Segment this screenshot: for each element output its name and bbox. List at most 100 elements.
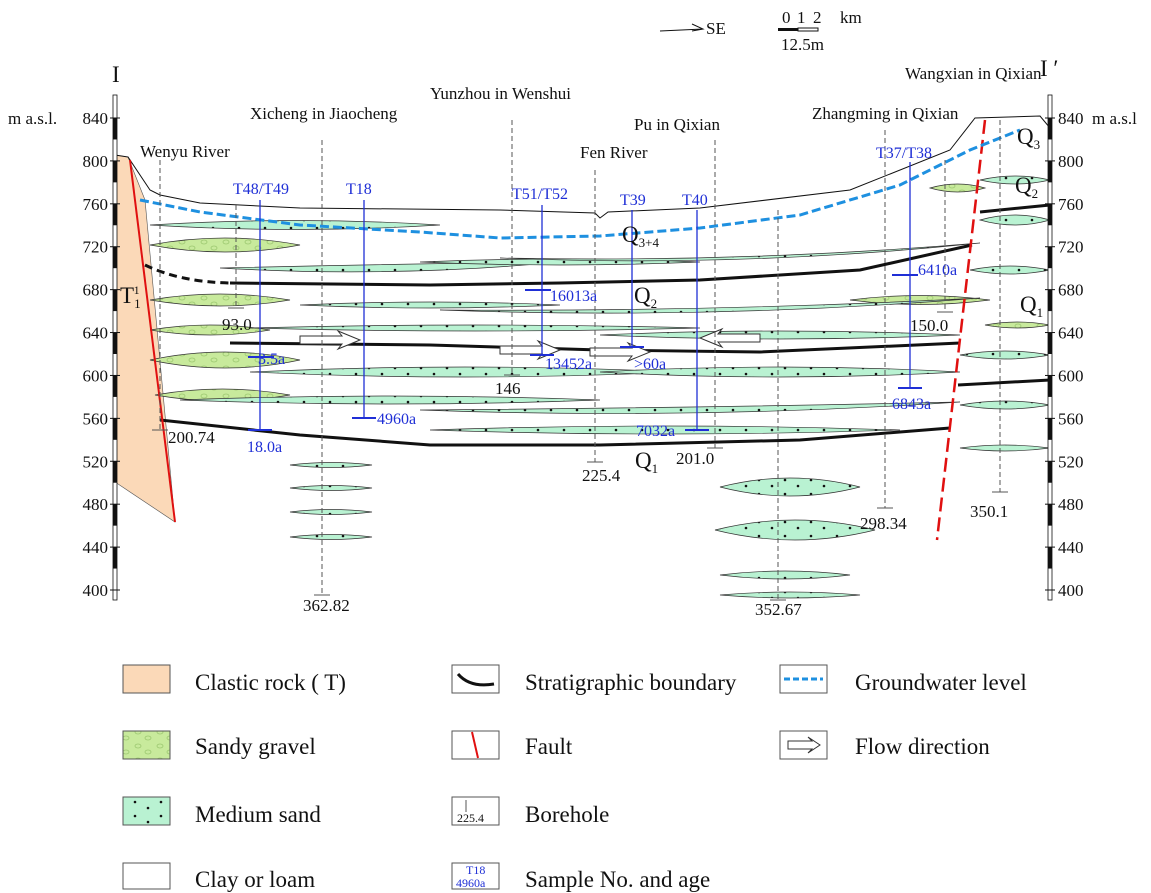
tick-label: 680 — [83, 281, 109, 300]
section-start: I — [112, 62, 120, 87]
axis-segment — [113, 333, 117, 354]
medium-sand — [980, 215, 1050, 225]
sandy-gravel — [150, 325, 270, 335]
scale-vertical: 12.5m — [781, 35, 824, 54]
axis-segment — [113, 118, 117, 139]
tick-label: 720 — [1058, 238, 1084, 257]
tick-label: 800 — [83, 152, 109, 171]
legend-icon-text: T18 — [466, 863, 485, 877]
axis-label: m a.s.l. — [8, 109, 57, 128]
sample: T18 — [346, 181, 372, 198]
stratum-sub: 3 — [1034, 137, 1041, 152]
sandy-gravel — [150, 238, 300, 252]
tick-label: 640 — [83, 324, 109, 343]
medium-sand — [960, 401, 1050, 409]
age: 4960a — [377, 411, 416, 428]
age: 16013a — [550, 288, 597, 305]
medium-sand — [960, 445, 1050, 451]
stratum-sub: 1 — [134, 296, 141, 311]
tick-label: 600 — [83, 366, 109, 385]
place: Yunzhou in Wenshui — [430, 84, 571, 103]
legend-label: Medium sand — [195, 802, 321, 827]
stratum-label: Q1 — [1020, 292, 1043, 320]
tick-label: 640 — [1058, 324, 1084, 343]
place: Wenyu River — [140, 142, 230, 161]
stratum-sub: 1 — [652, 461, 659, 476]
stratum-sub: 3+4 — [639, 235, 660, 250]
place: Zhangming in Qixian — [812, 104, 959, 123]
stratum-label: T11 — [120, 283, 141, 311]
stratum-symbol: Q — [1020, 292, 1037, 317]
axis-segment — [1048, 461, 1052, 482]
scale-bar — [798, 28, 818, 31]
axis-segment — [1048, 247, 1052, 268]
legend-label: Stratigraphic boundary — [525, 670, 737, 695]
boundary — [980, 205, 1050, 212]
axes: 8408007607206806406005605204804404008408… — [83, 95, 1084, 600]
tick-label: 480 — [1058, 495, 1084, 514]
age: 6410a — [918, 262, 957, 279]
borehole-depth: 150.0 — [910, 316, 948, 335]
place: Fen River — [580, 143, 648, 162]
section-end: I ′ — [1040, 56, 1058, 81]
legend-icon-text: 4960a — [456, 876, 486, 890]
legend-swatch — [123, 863, 170, 889]
stratum-sub: 2 — [651, 296, 658, 311]
axis-segment — [113, 547, 117, 568]
legend-swatch — [123, 731, 170, 759]
medium-sand — [720, 571, 850, 579]
axis-segment — [1048, 204, 1052, 225]
legend-label: Flow direction — [855, 734, 990, 759]
legend-icon-text: 225.4 — [457, 811, 484, 825]
place: Wangxian in Qixian — [905, 64, 1042, 83]
tick-label: 520 — [1058, 452, 1084, 471]
legend-label: Clastic rock ( T) — [195, 670, 346, 695]
legend-label: Sandy gravel — [195, 734, 316, 759]
axis-segment — [113, 461, 117, 482]
sample: T39 — [620, 192, 646, 209]
borehole-depth: 350.1 — [970, 502, 1008, 521]
boundary — [145, 265, 230, 283]
axis-segment — [113, 161, 117, 182]
stratum-symbol: Q — [1015, 173, 1032, 198]
stratum-label: Q2 — [634, 283, 657, 311]
axis-segment — [1048, 547, 1052, 568]
sandy-gravel — [150, 294, 290, 306]
legend-swatch — [452, 665, 499, 693]
tick-label: 680 — [1058, 281, 1084, 300]
cross-section: SE 0 1 2 km 12.5m I I ′ m a.s.l. m a.s.l… — [0, 0, 1151, 893]
borehole-depth: 225.4 — [582, 466, 621, 485]
flow-arrow — [300, 331, 360, 349]
medium-sand — [290, 535, 372, 540]
tick-label: 520 — [83, 452, 109, 471]
medium-sand — [960, 351, 1050, 359]
stratum-symbol: Q — [1017, 124, 1034, 149]
tick-label: 480 — [83, 495, 109, 514]
sample: T37/T38 — [876, 145, 932, 162]
tick-label: 760 — [83, 195, 109, 214]
clastic-rock — [115, 155, 175, 522]
legend: Clastic rock ( T) Sandy gravel Medium sa… — [123, 665, 1027, 892]
scale-tick: 2 — [813, 8, 822, 27]
borehole-depth: 362.82 — [303, 596, 350, 615]
medium-sand — [720, 478, 860, 496]
sample: T40 — [682, 192, 708, 209]
axis-segment — [1048, 333, 1052, 354]
arrow-head — [692, 24, 703, 31]
age: 18.0a — [247, 439, 282, 456]
body: {"header":{"direction":"SE","scale":{"ti… — [0, 0, 1151, 893]
age: 7032a — [636, 423, 675, 440]
page: body { margin: 0; background: #fff; } sv… — [0, 0, 1151, 893]
medium-sand — [300, 302, 560, 308]
place: Pu in Qixian — [634, 115, 720, 134]
legend-label: Clay or loam — [195, 867, 315, 892]
axis-segment — [1048, 118, 1052, 139]
tick-label: 560 — [83, 409, 109, 428]
borehole-depth: 298.34 — [860, 514, 907, 533]
scale-tick: 1 — [797, 8, 806, 27]
medium-sand — [970, 266, 1050, 274]
legend-swatch — [123, 665, 170, 693]
stratum-symbol: Q — [635, 448, 652, 473]
scale-bar — [778, 28, 798, 31]
axis-segment — [113, 504, 117, 525]
